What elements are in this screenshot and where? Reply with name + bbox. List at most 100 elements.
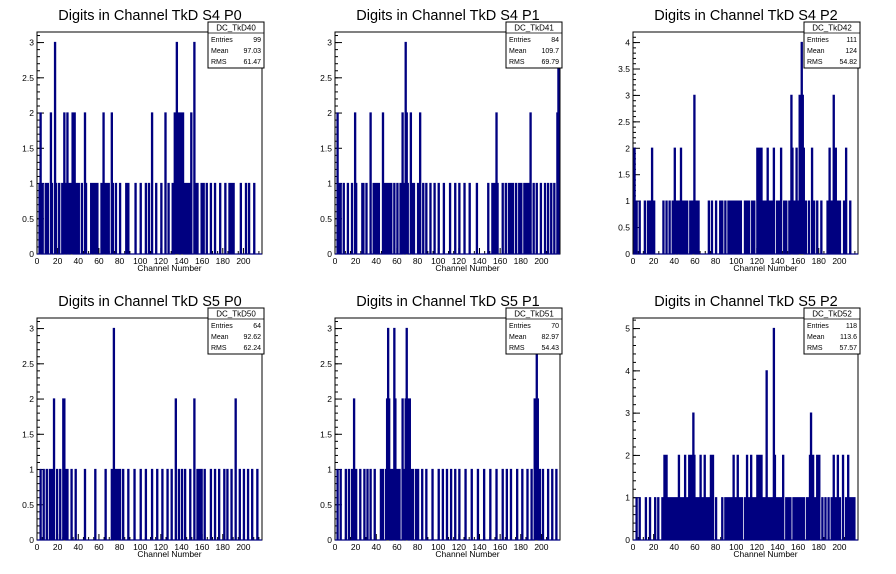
x-tick-label: 140	[174, 256, 188, 266]
stats-value: 109.7	[541, 48, 559, 55]
y-tick-label: 0.5	[22, 500, 34, 510]
x-tick-label: 60	[94, 256, 104, 266]
x-tick-label: 140	[770, 542, 784, 552]
stats-label: RMS	[211, 59, 227, 66]
x-tick-label: 160	[195, 542, 209, 552]
y-tick-label: 1.5	[320, 429, 332, 439]
x-tick-label: 180	[216, 542, 230, 552]
y-tick-label: 1.5	[320, 143, 332, 153]
x-tick-label: 160	[791, 542, 805, 552]
x-tick-label: 40	[372, 256, 382, 266]
histogram-panel: Digits in Channel TkD S4 P10 20 40 60 80 100 1…	[320, 8, 563, 273]
y-tick-label: 1.5	[618, 170, 630, 180]
histogram-panel: Digits in Channel TkD S5 P20 20 40 60 80 100 1…	[625, 294, 861, 559]
x-tick-label: 0	[631, 256, 636, 266]
y-tick-label: 1	[625, 196, 630, 206]
x-tick-label: 160	[493, 256, 507, 266]
y-tick-label: 2.5	[22, 359, 34, 369]
stats-name: DC_TkD50	[216, 310, 256, 319]
y-tick-label: 2.5	[22, 73, 34, 83]
x-tick-label: 40	[74, 542, 84, 552]
stats-value: 84	[551, 37, 559, 44]
x-axis-label: Channel Number	[137, 549, 201, 559]
y-tick-label: 2	[625, 143, 630, 153]
stats-value: 69.79	[541, 59, 559, 66]
x-tick-label: 200	[534, 256, 548, 266]
x-tick-label: 80	[413, 542, 423, 552]
y-tick-label: 0	[625, 249, 630, 259]
stats-label: RMS	[807, 59, 823, 66]
x-tick-label: 100	[729, 542, 743, 552]
x-tick-label: 60	[690, 256, 700, 266]
y-tick-label: 0.5	[320, 500, 332, 510]
x-axis-label: Channel Number	[137, 263, 201, 273]
y-tick-label: 1	[625, 493, 630, 503]
y-tick-label: 3	[327, 38, 332, 48]
stats-label: Mean	[509, 334, 527, 341]
y-tick-label: 1	[327, 465, 332, 475]
x-tick-label: 100	[729, 256, 743, 266]
x-tick-label: 80	[711, 256, 721, 266]
x-tick-label: 120	[750, 256, 764, 266]
stats-value: 97.03	[243, 48, 261, 55]
y-tick-label: 3.5	[618, 64, 630, 74]
y-tick-label: 3	[625, 90, 630, 100]
y-tick-label: 3	[625, 408, 630, 418]
stats-label: RMS	[509, 59, 525, 66]
stats-value: 62.24	[243, 345, 261, 352]
stats-value: 99	[253, 37, 261, 44]
histogram-line	[37, 41, 262, 255]
histogram-line	[335, 41, 560, 255]
y-tick-label: 3	[327, 324, 332, 334]
stats-box	[505, 307, 563, 355]
x-tick-label: 160	[791, 256, 805, 266]
stats-box	[803, 307, 861, 355]
x-tick-label: 180	[514, 542, 528, 552]
histogram-line	[335, 327, 560, 541]
stats-value: 54.82	[839, 59, 857, 66]
stats-value: 113.6	[840, 334, 857, 341]
chart-title: Digits in Channel TkD S5 P1	[356, 294, 540, 310]
x-tick-label: 120	[154, 256, 168, 266]
chart-title: Digits in Channel TkD S5 P0	[58, 294, 242, 310]
x-axis-label: Channel Number	[435, 549, 499, 559]
stats-value: 118	[846, 323, 857, 330]
y-tick-label: 2	[625, 450, 630, 460]
x-tick-label: 100	[431, 256, 445, 266]
stats-label: Mean	[211, 48, 229, 55]
x-tick-label: 120	[154, 542, 168, 552]
chart-title: Digits in Channel TkD S4 P1	[356, 8, 540, 24]
x-tick-label: 0	[333, 256, 338, 266]
stats-value: 70	[551, 323, 559, 330]
x-tick-label: 40	[372, 542, 382, 552]
x-tick-label: 0	[35, 256, 40, 266]
y-tick-label: 4	[625, 366, 630, 376]
y-tick-label: 2.5	[618, 117, 630, 127]
stats-label: Entries	[509, 37, 531, 44]
x-tick-label: 80	[711, 542, 721, 552]
stats-label: RMS	[807, 345, 823, 352]
x-tick-label: 0	[631, 542, 636, 552]
x-tick-label: 180	[812, 256, 826, 266]
x-tick-label: 20	[53, 542, 63, 552]
stats-label: RMS	[509, 345, 525, 352]
x-tick-label: 0	[35, 542, 40, 552]
stats-value: 64	[253, 323, 261, 330]
x-tick-label: 60	[690, 542, 700, 552]
stats-name: DC_TkD41	[514, 24, 554, 33]
x-tick-label: 200	[534, 542, 548, 552]
y-tick-label: 0.5	[22, 214, 34, 224]
stats-box	[207, 21, 265, 69]
x-tick-label: 200	[832, 256, 846, 266]
x-tick-label: 80	[413, 256, 423, 266]
y-tick-label: 1	[29, 179, 34, 189]
x-tick-label: 20	[351, 256, 361, 266]
y-tick-label: 1	[327, 179, 332, 189]
x-tick-label: 40	[74, 256, 84, 266]
y-tick-label: 4	[625, 38, 630, 48]
x-tick-label: 140	[770, 256, 784, 266]
stats-name: DC_TkD51	[514, 310, 554, 319]
stats-value: 61.47	[243, 59, 261, 66]
x-tick-label: 140	[472, 542, 486, 552]
